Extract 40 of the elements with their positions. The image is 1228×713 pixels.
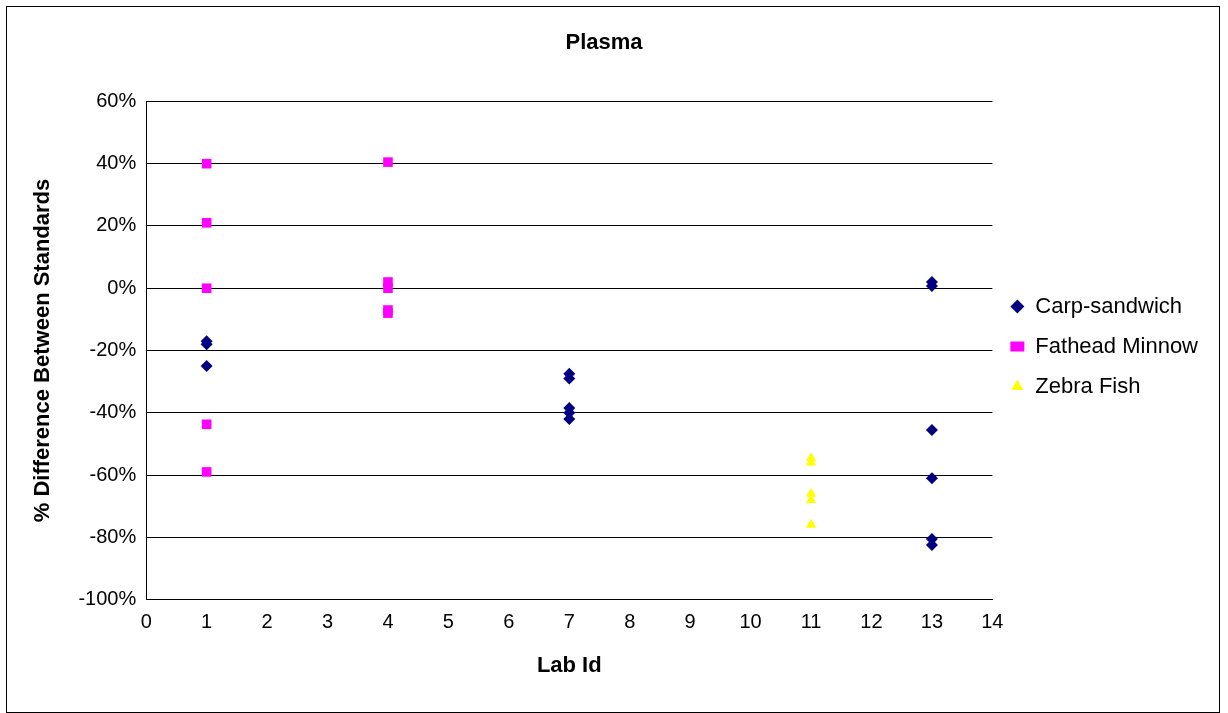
y-axis-title: % Difference Between Standards [29,178,55,523]
legend-label: Fathead Minnow [1035,332,1199,358]
point [925,423,938,436]
point [201,419,212,430]
x-tick-label: 12 [860,610,883,633]
point [201,283,212,294]
y-tick-label: 0% [107,275,137,298]
x-tick-label: 1 [201,610,213,633]
y-tick-label: -20% [89,338,137,361]
point [925,472,938,485]
legend-label: Zebra Fish [1035,372,1141,398]
x-tick-label: 11 [800,610,822,633]
x-tick-label: 7 [563,610,575,633]
point [200,360,213,373]
y-tick-label: 20% [96,213,137,236]
y-tick-label: -40% [89,400,137,423]
point [383,283,393,294]
y-tick-label: 60% [96,88,137,111]
x-tick-label: 0 [140,610,152,633]
x-tick-label: 9 [684,610,696,633]
x-tick-label: 3 [321,610,334,633]
legend-label: Carp-sandwich [1035,292,1183,318]
x-tick-label: 2 [261,610,273,633]
x-tick-label: 8 [624,610,636,633]
chart-title: Plasma [565,29,644,55]
x-tick-label: 14 [981,610,1004,633]
x-tick-label: 5 [442,610,454,633]
point [201,218,212,228]
y-tick-label: -60% [89,462,137,485]
y-tick-label: -100% [78,587,137,610]
point [383,157,393,167]
point [201,467,212,477]
y-tick-label: -80% [89,524,137,547]
x-tick-label: 4 [382,610,394,633]
x-tick-label: 10 [739,610,762,633]
x-tick-label: 13 [920,610,944,633]
x-tick-label: 6 [503,610,515,633]
x-axis-title: Lab Id [536,651,602,677]
point [805,518,817,528]
y-tick-label: 40% [96,151,137,174]
